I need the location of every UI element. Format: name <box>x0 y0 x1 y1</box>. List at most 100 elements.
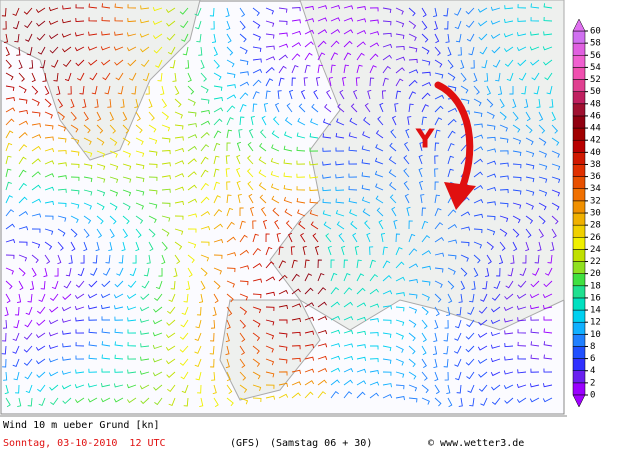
color-swatch <box>572 30 586 44</box>
wind-barb <box>271 144 280 152</box>
wind-barb <box>335 133 345 139</box>
wind-barb <box>322 147 332 152</box>
wind-barb <box>62 397 72 405</box>
wind-barb <box>239 116 245 126</box>
wind-barb <box>109 228 115 239</box>
wind-barb <box>75 329 85 334</box>
wind-barb <box>465 20 475 28</box>
wind-barb <box>460 72 467 82</box>
wind-barb <box>290 246 295 256</box>
wind-barb <box>31 241 41 249</box>
wind-barb <box>478 371 488 378</box>
wind-barb <box>473 267 479 278</box>
wind-barb <box>375 183 384 191</box>
wind-barb <box>48 344 59 350</box>
wind-barb <box>518 72 527 81</box>
wind-barb <box>382 77 389 87</box>
wind-barb <box>259 129 267 139</box>
color-swatch <box>572 55 586 68</box>
wind-barb <box>101 341 111 347</box>
wind-barb <box>90 267 98 276</box>
wind-barb <box>471 280 476 290</box>
wind-barb <box>259 194 267 204</box>
wind-barb <box>406 206 411 217</box>
wind-barb <box>174 215 184 220</box>
wind-barb <box>443 345 449 355</box>
wind-barb <box>473 85 480 95</box>
wind-barb <box>226 236 236 243</box>
wind-barb <box>504 397 514 404</box>
wind-barb <box>75 369 85 374</box>
wind-barb <box>499 202 509 208</box>
wind-barb <box>408 33 417 41</box>
wind-barb <box>83 189 93 196</box>
wind-barb <box>477 7 488 13</box>
wind-barb <box>543 280 553 288</box>
wind-barb <box>174 200 185 206</box>
wind-barb <box>113 397 124 403</box>
wind-barb <box>503 384 514 390</box>
wind-barb <box>309 186 319 191</box>
wind-barb <box>61 318 72 323</box>
wind-barb <box>122 163 132 170</box>
wind-barb <box>550 241 555 252</box>
wind-barb <box>40 280 46 290</box>
wind-barb <box>278 289 289 295</box>
wind-barb <box>330 64 336 74</box>
wind-barb <box>512 189 522 195</box>
wind-barb <box>88 354 98 360</box>
wind-barb <box>236 180 241 191</box>
wind-barb <box>148 124 157 133</box>
wind-barb <box>213 195 221 204</box>
wind-barb <box>265 66 275 74</box>
wind-barb <box>509 85 514 95</box>
wind-barb <box>12 345 20 354</box>
wind-barb <box>356 330 367 335</box>
wind-barb <box>382 358 392 364</box>
wind-barb <box>278 43 289 48</box>
wind-barb <box>420 194 425 204</box>
wind-barb <box>114 17 124 22</box>
wind-barb <box>277 90 282 100</box>
wind-barb <box>226 280 235 288</box>
wind-barb <box>538 202 547 211</box>
wind-barb <box>421 46 430 55</box>
wind-barb <box>544 267 553 276</box>
wind-barb <box>62 5 72 10</box>
wind-barb <box>239 332 246 342</box>
wind-barb <box>213 59 220 69</box>
wind-barb <box>225 155 230 165</box>
wind-barb <box>434 208 442 217</box>
wind-barb <box>395 20 405 28</box>
wind-barb <box>454 358 462 367</box>
wind-barb <box>369 332 379 337</box>
wind-barb <box>408 233 416 243</box>
wind-barb <box>174 241 183 250</box>
wind-barb <box>152 358 163 363</box>
colorbar-under <box>572 394 586 408</box>
wind-barb <box>477 345 488 351</box>
wind-barb <box>109 202 118 211</box>
wind-barb <box>521 85 527 95</box>
wind-barb <box>309 210 319 217</box>
wind-barb <box>239 345 246 356</box>
wind-barb <box>139 19 150 24</box>
wind-barb <box>460 211 471 217</box>
wind-barb <box>375 144 384 152</box>
wind-barb <box>182 46 189 56</box>
wind-barb <box>213 118 223 126</box>
wind-barb <box>252 68 263 74</box>
wind-barb <box>473 213 484 218</box>
wind-barb <box>44 173 55 178</box>
wind-barb <box>343 287 353 295</box>
wind-barb <box>304 302 315 308</box>
wind-barb <box>395 45 405 51</box>
wind-barb <box>322 210 332 217</box>
wind-barb <box>18 156 27 165</box>
wind-barb <box>408 91 416 100</box>
wind-barb <box>342 77 347 87</box>
wind-barb <box>200 241 210 246</box>
wind-barb <box>486 241 494 251</box>
wind-barb <box>460 280 466 291</box>
wind-barb <box>148 98 153 109</box>
